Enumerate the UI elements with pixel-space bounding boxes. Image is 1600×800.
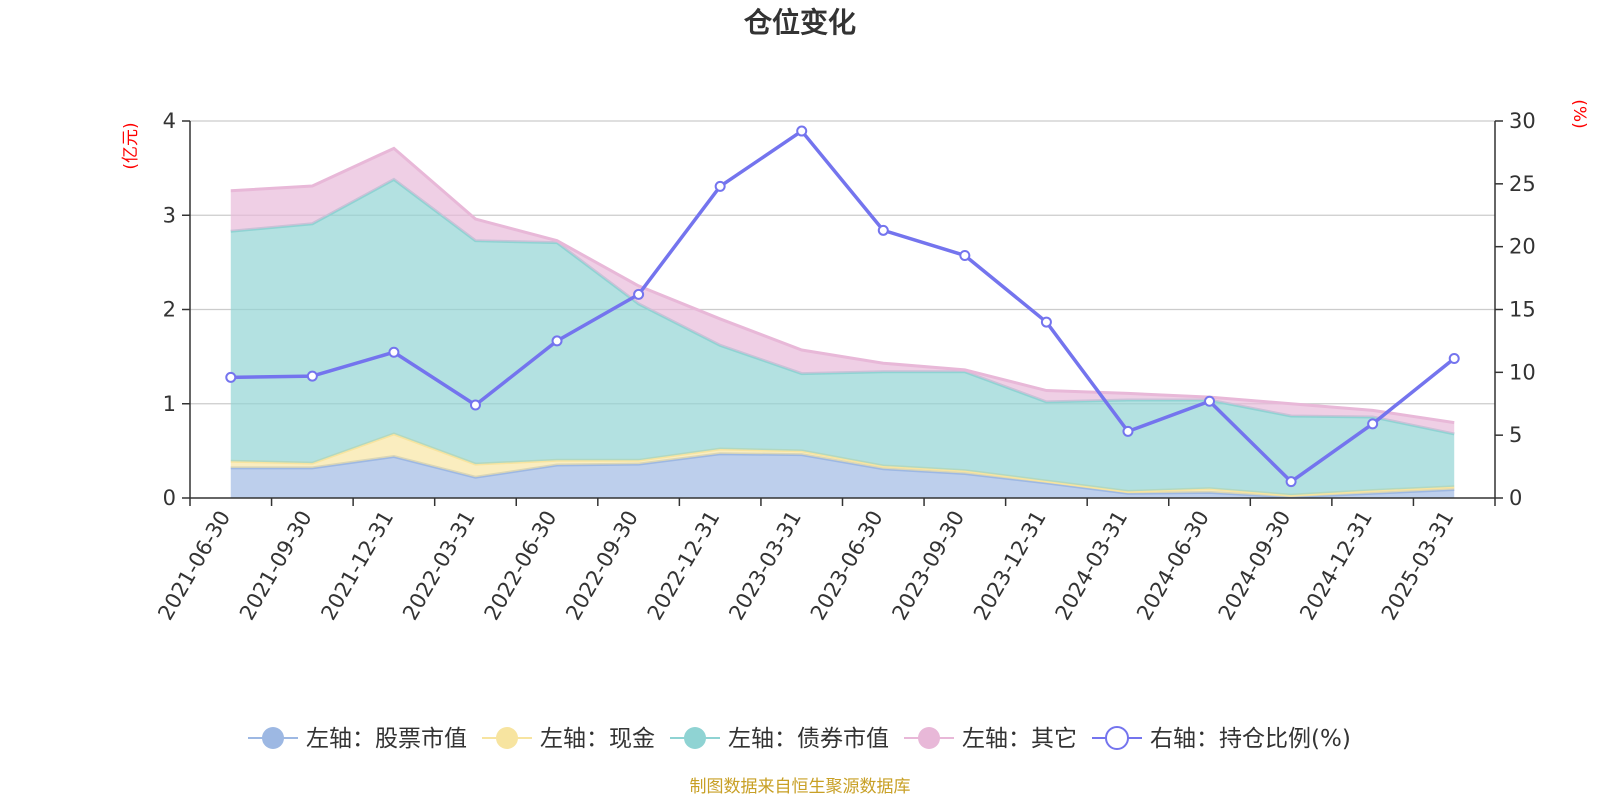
x-tick-label: 2022-12-31 xyxy=(643,507,725,625)
legend-label: 左轴：现金 xyxy=(540,726,655,752)
legend-item[interactable]: 左轴：股票市值 xyxy=(248,726,467,752)
right-tick-label: 5 xyxy=(1509,423,1522,447)
x-tick-label: 2024-03-31 xyxy=(1050,507,1132,625)
ratio-point xyxy=(306,370,318,382)
legend-label: 左轴：其它 xyxy=(962,726,1077,752)
x-tick-label: 2023-09-30 xyxy=(887,507,969,625)
ratio-line xyxy=(225,125,1460,488)
x-tick-label: 2021-12-31 xyxy=(316,507,398,625)
ratio-line-path xyxy=(230,129,1456,484)
x-tick-label: 2025-03-31 xyxy=(1377,507,1459,625)
x-tick-label: 2022-06-30 xyxy=(480,507,562,625)
ratio-point xyxy=(388,346,400,358)
ratio-point xyxy=(551,335,563,347)
legend: 左轴：股票市值 左轴：现金 左轴：债券市值 左轴：其它 右轴：持仓比例(%) xyxy=(248,726,1351,752)
right-tick-label: 15 xyxy=(1509,298,1536,322)
x-tick-label: 2024-06-30 xyxy=(1132,507,1214,625)
legend-label: 右轴：持仓比例(%) xyxy=(1150,726,1351,752)
ratio-point xyxy=(633,288,645,300)
ratio-point xyxy=(714,180,726,192)
legend-symbol xyxy=(496,727,518,749)
x-tick-label: 2022-09-30 xyxy=(561,507,643,625)
x-tick-label: 2024-12-31 xyxy=(1295,507,1377,625)
legend-symbol xyxy=(684,727,706,749)
area-series-3 xyxy=(230,148,1455,434)
x-tick-label: 2024-09-30 xyxy=(1214,507,1296,625)
source-note: 制图数据来自恒生聚源数据库 xyxy=(690,777,911,797)
ratio-point xyxy=(1122,425,1134,437)
right-axis-unit: (%) xyxy=(1569,99,1589,128)
chart-title: 仓位变化 xyxy=(744,6,856,39)
ratio-point xyxy=(1448,353,1460,365)
x-tick-label: 2021-09-30 xyxy=(235,507,317,625)
legend-label: 左轴：债券市值 xyxy=(728,726,889,752)
area-edge-3 xyxy=(230,146,1455,425)
x-tick-label: 2021-06-30 xyxy=(153,507,235,625)
ratio-point xyxy=(796,125,808,137)
legend-item[interactable]: 左轴：现金 xyxy=(482,726,655,752)
legend-item[interactable]: 右轴：持仓比例(%) xyxy=(1092,726,1351,752)
left-tick-label: 2 xyxy=(163,298,176,322)
left-tick-label: 4 xyxy=(163,109,176,133)
left-axis-unit: (亿元) xyxy=(121,122,141,169)
legend-symbol xyxy=(918,727,940,749)
legend-symbol xyxy=(262,727,284,749)
right-tick-label: 30 xyxy=(1509,109,1536,133)
ratio-point xyxy=(1285,476,1297,488)
legend-item[interactable]: 左轴：其它 xyxy=(904,726,1077,752)
x-tick-label: 2023-06-30 xyxy=(806,507,888,625)
ratio-point xyxy=(225,371,237,383)
right-tick-label: 25 xyxy=(1509,172,1536,196)
x-tick-label: 2023-03-31 xyxy=(724,507,806,625)
legend-symbol xyxy=(1105,726,1129,750)
ratio-point xyxy=(877,224,889,236)
left-tick-label: 3 xyxy=(163,203,176,227)
ratio-point xyxy=(1204,395,1216,407)
right-tick-label: 10 xyxy=(1509,360,1536,384)
area-series-2 xyxy=(230,179,1455,496)
ratio-point xyxy=(1040,316,1052,328)
x-tick-label: 2022-03-31 xyxy=(398,507,480,625)
area-series-0 xyxy=(230,453,1455,498)
left-tick-label: 1 xyxy=(163,392,176,416)
legend-label: 左轴：股票市值 xyxy=(306,726,467,752)
right-tick-label: 20 xyxy=(1509,235,1536,259)
x-tick-label: 2023-12-31 xyxy=(969,507,1051,625)
right-tick-label: 0 xyxy=(1509,486,1522,510)
left-tick-label: 0 xyxy=(163,486,176,510)
ratio-point xyxy=(469,399,481,411)
stacked-areas xyxy=(230,146,1455,499)
ratio-point xyxy=(959,249,971,261)
legend-item[interactable]: 左轴：债券市值 xyxy=(670,726,889,752)
ratio-point xyxy=(1367,418,1379,430)
